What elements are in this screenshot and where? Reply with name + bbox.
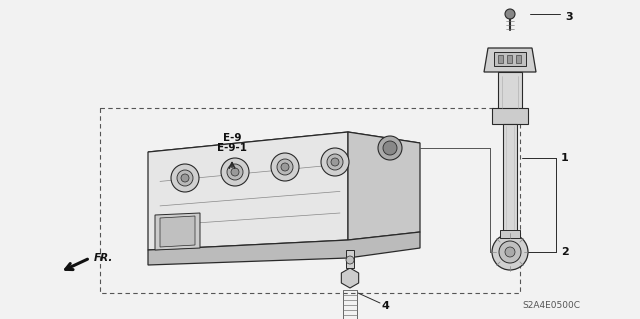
Polygon shape bbox=[148, 132, 420, 163]
Text: 1: 1 bbox=[561, 153, 569, 163]
Circle shape bbox=[277, 159, 293, 175]
Circle shape bbox=[505, 9, 515, 19]
Circle shape bbox=[321, 148, 349, 176]
Bar bbox=[507, 55, 512, 63]
Circle shape bbox=[181, 174, 189, 182]
Polygon shape bbox=[160, 216, 195, 247]
Circle shape bbox=[171, 164, 199, 192]
Circle shape bbox=[231, 168, 239, 176]
Bar bbox=[503, 124, 517, 239]
Bar bbox=[346, 250, 354, 268]
Text: E-9-1: E-9-1 bbox=[217, 143, 247, 153]
Circle shape bbox=[331, 158, 339, 166]
Circle shape bbox=[492, 234, 528, 270]
Circle shape bbox=[499, 241, 521, 263]
Bar bbox=[494, 52, 526, 66]
Text: 4: 4 bbox=[382, 301, 390, 311]
Circle shape bbox=[221, 158, 249, 186]
Circle shape bbox=[227, 164, 243, 180]
Circle shape bbox=[327, 154, 343, 170]
Polygon shape bbox=[348, 132, 420, 240]
Bar bbox=[343, 290, 357, 319]
Polygon shape bbox=[148, 232, 420, 265]
Polygon shape bbox=[341, 268, 358, 288]
Circle shape bbox=[505, 247, 515, 257]
Bar bbox=[498, 72, 522, 112]
Circle shape bbox=[281, 163, 289, 171]
Bar bbox=[516, 55, 521, 63]
Bar bbox=[500, 230, 520, 238]
Polygon shape bbox=[148, 132, 348, 250]
Text: S2A4E0500C: S2A4E0500C bbox=[522, 300, 580, 309]
Circle shape bbox=[383, 141, 397, 155]
Polygon shape bbox=[155, 213, 200, 250]
Bar bbox=[498, 55, 503, 63]
Bar bbox=[492, 108, 528, 124]
Circle shape bbox=[378, 136, 402, 160]
Text: 3: 3 bbox=[565, 12, 573, 22]
Bar bbox=[100, 108, 520, 293]
Text: E-9: E-9 bbox=[223, 133, 241, 143]
Text: 2: 2 bbox=[561, 247, 569, 257]
Circle shape bbox=[177, 170, 193, 186]
Circle shape bbox=[271, 153, 299, 181]
Circle shape bbox=[346, 256, 354, 264]
Polygon shape bbox=[484, 48, 536, 72]
Text: FR.: FR. bbox=[94, 253, 113, 263]
